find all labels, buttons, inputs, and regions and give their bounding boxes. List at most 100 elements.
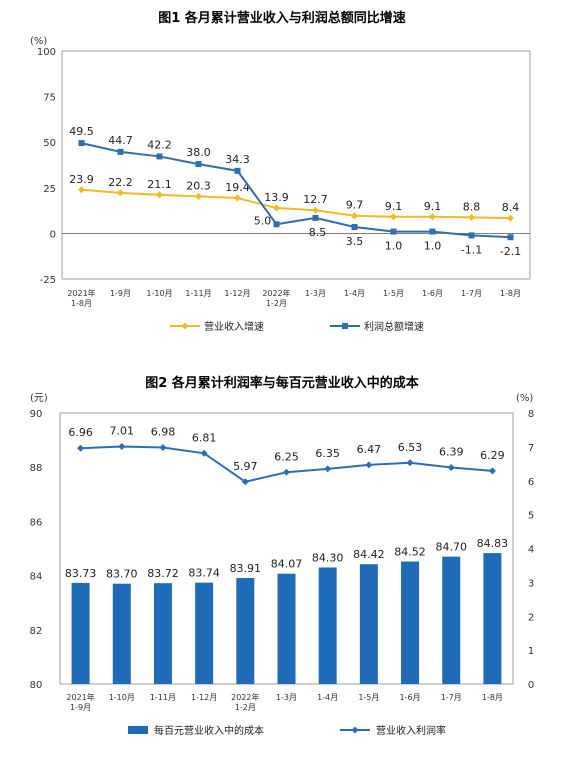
chart-2-bar xyxy=(236,578,255,684)
chart-1-y-tick: -25 xyxy=(40,275,56,286)
chart-1-point xyxy=(273,204,280,212)
chart-2-y-tick-right: 2 xyxy=(528,612,534,623)
chart-2-y-tick-right: 5 xyxy=(528,511,534,522)
chart-2-y-tick-left: 90 xyxy=(30,409,43,420)
chart-1-point xyxy=(312,206,319,214)
chart-2-legend-label: 营业收入利润率 xyxy=(376,724,446,737)
chart-2-point xyxy=(241,478,249,486)
chart-2-bar xyxy=(277,573,296,684)
chart-2-bar-label: 84.42 xyxy=(353,548,385,561)
chart-1-data-label: 34.3 xyxy=(225,153,250,166)
chart-2-point xyxy=(118,443,126,451)
chart-1-point xyxy=(234,167,241,174)
chart-2-point xyxy=(283,468,290,476)
chart-1-y-tick: 75 xyxy=(43,93,56,104)
chart-2-x-tick: 2021年 1-9月 xyxy=(66,692,94,712)
chart-2-x-tick: 1-6月 xyxy=(400,693,421,702)
chart-1-point xyxy=(429,228,436,235)
chart-2-y-tick-right: 0 xyxy=(528,680,534,691)
chart-2-legend-label: 每百元营业收入中的成本 xyxy=(154,724,264,737)
chart-1-x-tick: 1-5月 xyxy=(383,289,404,298)
chart-2-bar xyxy=(71,582,90,684)
chart-2-bar xyxy=(401,561,420,684)
chart-1-point xyxy=(468,213,475,221)
chart-2-bar-label: 83.73 xyxy=(65,567,97,580)
chart-2-line-label: 6.98 xyxy=(151,426,176,439)
chart-2-y-tick-left: 80 xyxy=(30,680,43,691)
chart-2-y-unit-left: (元) xyxy=(30,393,48,404)
chart-2-title: 图2 各月累计利润率与每百元营业收入中的成本 xyxy=(145,375,419,391)
chart-1-point xyxy=(429,213,436,221)
chart-2-point xyxy=(406,459,414,467)
chart-2-y-tick-right: 1 xyxy=(528,646,534,657)
chart-1-point xyxy=(351,212,358,220)
chart-1-x-tick: 1-8月 xyxy=(500,289,521,298)
chart-1-y-unit: (%) xyxy=(30,36,47,47)
chart-2-bar-label: 83.70 xyxy=(106,568,138,581)
chart-1-x-tick: 1-4月 xyxy=(344,289,365,298)
chart-1-data-label: 1.0 xyxy=(424,240,442,253)
chart-1-point xyxy=(390,228,397,235)
chart-2-bar-label: 84.83 xyxy=(477,537,509,550)
chart-2-bar xyxy=(442,556,461,684)
chart-2-x-tick: 1-4月 xyxy=(317,693,338,702)
chart-2-line-label: 6.81 xyxy=(192,431,217,444)
chart-1-x-tick: 1-7月 xyxy=(461,289,482,298)
chart-1-data-label: -2.1 xyxy=(500,245,521,258)
chart-1-data-label: 9.1 xyxy=(385,200,403,213)
chart-2-x-tick: 1-7月 xyxy=(441,693,462,702)
chart-1-data-label: -1.1 xyxy=(461,243,482,256)
chart-2-point xyxy=(447,464,455,472)
chart-1-y-tick: 25 xyxy=(43,184,56,195)
chart-2-point xyxy=(365,461,373,469)
chart-2-x-tick: 1-5月 xyxy=(358,693,379,702)
chart-2-y-tick-left: 84 xyxy=(30,572,43,583)
chart-1-x-tick: 1-10月 xyxy=(146,289,172,298)
chart-2-line-label: 6.25 xyxy=(274,450,299,463)
chart-1-point xyxy=(117,148,124,155)
chart-1-point xyxy=(234,194,241,202)
chart-2-x-tick: 1-12月 xyxy=(191,693,217,702)
chart-2-line-label: 6.35 xyxy=(315,447,340,460)
chart-2-bar xyxy=(359,564,378,684)
chart-1-y-tick: 0 xyxy=(50,229,56,240)
chart-1-title: 图1 各月累计营业收入与利润总额同比增速 xyxy=(158,10,406,26)
chart-1-point xyxy=(195,192,202,200)
chart-2-bar xyxy=(318,567,337,684)
chart-1-point xyxy=(156,191,163,199)
chart-1-data-label: 38.0 xyxy=(186,146,211,159)
chart-1-data-label: 23.9 xyxy=(69,173,94,186)
chart-2-line-label: 6.39 xyxy=(439,446,464,459)
chart-1-legend-item: 营业收入增速 xyxy=(170,320,264,333)
chart-1-point xyxy=(156,153,163,160)
chart-2-bar-label: 83.74 xyxy=(188,567,220,580)
chart-2-bar xyxy=(483,553,502,684)
chart-2-x-tick: 1-3月 xyxy=(276,693,297,702)
chart-1-data-label: 5.0 xyxy=(254,214,272,227)
chart-1-data-label: 3.5 xyxy=(346,235,364,248)
chart-1-legend-label: 利润总额增速 xyxy=(364,320,424,333)
chart-1-data-label: 20.3 xyxy=(186,179,211,192)
chart-1-point xyxy=(468,232,475,239)
chart-1-plot-frame xyxy=(61,50,531,280)
chart-2-y-tick-right: 8 xyxy=(528,409,534,420)
chart-1-data-label: 21.1 xyxy=(147,178,172,191)
chart-1-data-label: 8.5 xyxy=(309,226,327,239)
chart-2-bar xyxy=(195,582,214,684)
chart-2-point xyxy=(488,467,496,475)
chart-2-point xyxy=(77,444,85,452)
chart-2-line-label: 6.96 xyxy=(68,426,93,439)
chart-1-legend-marker xyxy=(181,322,189,330)
chart-2-y-tick-left: 86 xyxy=(30,517,43,528)
chart-1-point xyxy=(273,221,280,228)
chart-2-point xyxy=(200,449,208,457)
chart-1-point xyxy=(390,213,397,221)
chart-2-y-tick-right: 7 xyxy=(528,443,534,454)
chart-2-point xyxy=(159,444,167,452)
chart-1-point xyxy=(312,214,319,221)
chart-1-series-line xyxy=(81,142,511,239)
chart-2-bar-label: 84.52 xyxy=(394,546,426,559)
chart-1-x-tick: 1-12月 xyxy=(224,289,250,298)
chart-2-y-tick-left: 82 xyxy=(30,626,43,637)
chart-2-bar xyxy=(112,583,131,684)
